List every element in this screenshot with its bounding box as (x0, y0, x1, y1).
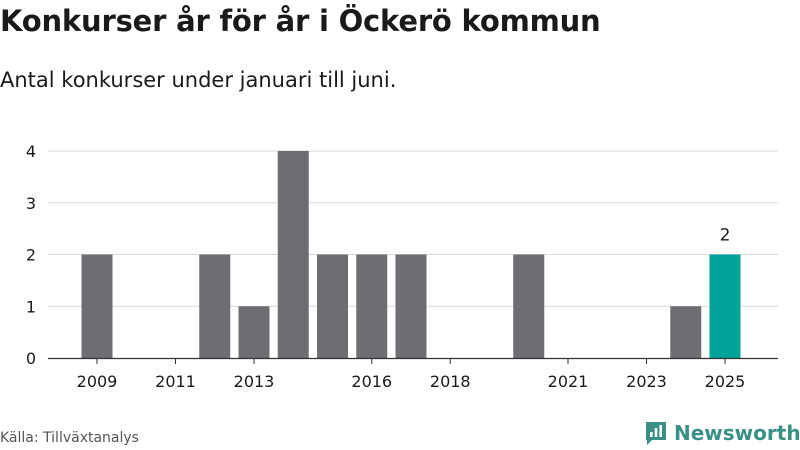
x-tick-label: 2011 (155, 372, 196, 391)
bar-2020 (513, 254, 545, 358)
data-label-2025: 2 (720, 226, 731, 246)
bar-2017 (395, 254, 427, 358)
bar-2015 (317, 254, 348, 358)
bar-2009 (81, 254, 113, 358)
bar-2012 (199, 254, 231, 358)
x-tick-label: 2013 (234, 372, 275, 391)
y-tick-label: 1 (26, 297, 36, 316)
x-tick-label: 2009 (77, 372, 118, 391)
y-tick-label: 3 (26, 194, 36, 213)
x-tick-label: 2025 (705, 372, 746, 391)
x-tick-label: 2023 (626, 372, 667, 391)
source-note: Källa: Tillväxtanalys (0, 430, 139, 446)
bar-2024 (670, 306, 702, 358)
x-tick-label: 2018 (430, 372, 471, 391)
chart-subtitle: Antal konkurser under januari till juni. (0, 68, 397, 92)
bar-2025 (709, 254, 741, 358)
x-tick-label: 2016 (351, 372, 392, 391)
y-tick-label: 4 (26, 142, 36, 161)
axis-layer: 0 1 2 3 4 2009 2011 2013 2016 2018 2021 2023 2025 2 (26, 142, 778, 391)
bar-2013 (238, 306, 270, 358)
brand-name: Newsworthy (674, 421, 800, 445)
bar-2016 (356, 254, 388, 358)
bars-layer (81, 151, 741, 358)
y-tick-label: 2 (26, 246, 36, 265)
y-tick-label: 0 (26, 349, 36, 368)
x-tick-label: 2021 (548, 372, 589, 391)
newsworthy-logo-icon (646, 422, 666, 445)
brand-logo: Newsworthy (644, 420, 800, 446)
chart-title: Konkurser år för år i Öckerö kommun (0, 4, 601, 38)
bar-2014 (277, 151, 309, 358)
